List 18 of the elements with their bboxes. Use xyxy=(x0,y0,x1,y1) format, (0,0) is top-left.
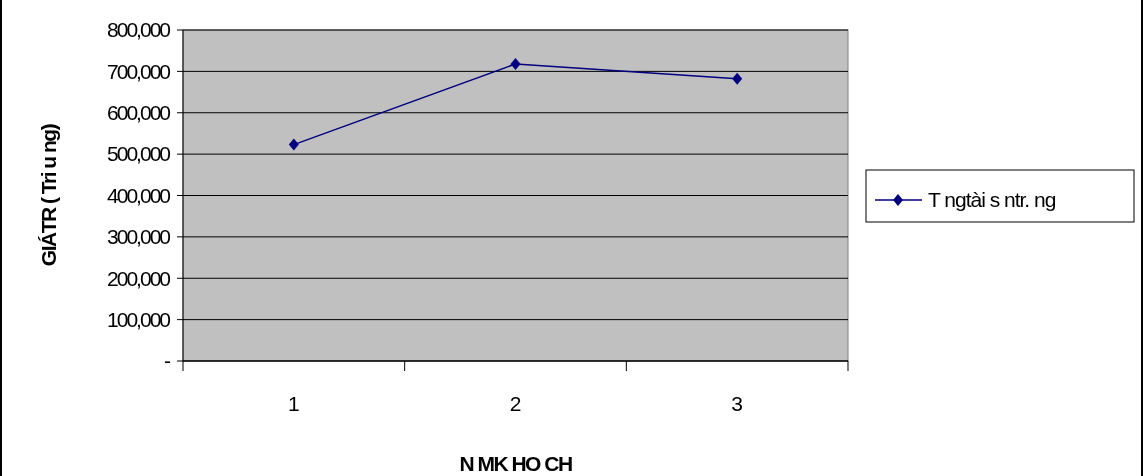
point xyxy=(510,57,521,70)
point xyxy=(288,138,299,151)
y-tick-label: 300,000 xyxy=(107,225,171,249)
y-tick-label: 400,000 xyxy=(107,183,171,207)
x-tick-label: 1 xyxy=(287,392,300,415)
y-tick-label: 200,000 xyxy=(107,266,171,290)
y-tick-label: 100,000 xyxy=(107,307,171,331)
x-tick-label: 2 xyxy=(509,392,522,415)
point xyxy=(732,72,743,85)
y-tick-label: 500,000 xyxy=(107,142,171,166)
x-tick-label: 3 xyxy=(731,392,744,415)
y-tick-label: 800,000 xyxy=(107,18,171,42)
y-tick-label: 700,000 xyxy=(107,59,171,83)
x-axis-title: N MK HO CH xyxy=(459,452,572,475)
legend-label: T ngtài s ntr. ng xyxy=(928,188,1056,212)
y-tick-label: - xyxy=(164,349,171,373)
y-tick-label: 600,000 xyxy=(107,101,171,125)
y-axis-title: GIÁTR ( Tri u ng) xyxy=(37,124,60,267)
